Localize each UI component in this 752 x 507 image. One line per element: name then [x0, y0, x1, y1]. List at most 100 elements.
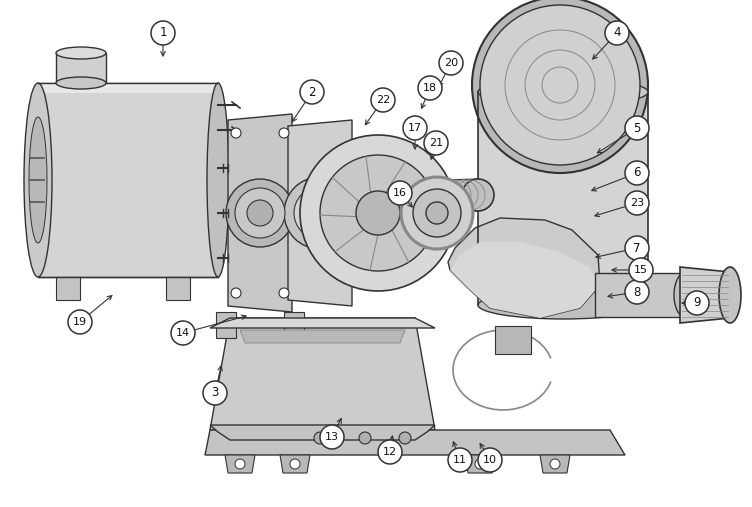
Polygon shape — [205, 430, 625, 455]
Text: 14: 14 — [176, 328, 190, 338]
Ellipse shape — [356, 191, 400, 235]
Circle shape — [418, 76, 442, 100]
Circle shape — [171, 321, 195, 345]
Polygon shape — [210, 318, 435, 430]
Circle shape — [625, 236, 649, 260]
Circle shape — [371, 88, 395, 112]
Circle shape — [279, 128, 289, 138]
Circle shape — [231, 288, 241, 298]
Text: 12: 12 — [383, 447, 397, 457]
Circle shape — [151, 21, 175, 45]
Text: 21: 21 — [429, 138, 443, 148]
Polygon shape — [225, 455, 255, 473]
Text: 20: 20 — [444, 58, 458, 68]
Text: 4: 4 — [613, 26, 620, 40]
Circle shape — [231, 128, 241, 138]
Circle shape — [399, 432, 411, 444]
Text: 16: 16 — [393, 188, 407, 198]
Ellipse shape — [413, 189, 461, 237]
Text: 13: 13 — [325, 432, 339, 442]
Text: 6: 6 — [633, 166, 641, 179]
Polygon shape — [448, 218, 600, 318]
Circle shape — [378, 440, 402, 464]
Circle shape — [629, 258, 653, 282]
Ellipse shape — [480, 5, 640, 165]
Text: 15: 15 — [634, 265, 648, 275]
Circle shape — [685, 291, 709, 315]
Ellipse shape — [284, 177, 356, 249]
Polygon shape — [38, 83, 218, 277]
Circle shape — [290, 459, 300, 469]
Circle shape — [235, 459, 245, 469]
Ellipse shape — [401, 177, 473, 249]
Ellipse shape — [56, 77, 106, 89]
Text: 5: 5 — [633, 122, 641, 134]
Polygon shape — [56, 53, 106, 83]
Polygon shape — [495, 326, 531, 354]
Polygon shape — [38, 83, 218, 93]
Polygon shape — [680, 267, 730, 323]
Text: 11: 11 — [453, 455, 467, 465]
Polygon shape — [240, 330, 405, 343]
Text: 2: 2 — [308, 86, 316, 98]
Ellipse shape — [235, 188, 285, 238]
Text: 3: 3 — [211, 386, 219, 400]
Text: 10: 10 — [483, 455, 497, 465]
Ellipse shape — [24, 83, 52, 277]
Polygon shape — [595, 273, 685, 317]
Polygon shape — [540, 455, 570, 473]
Polygon shape — [210, 425, 435, 440]
Circle shape — [605, 21, 629, 45]
Ellipse shape — [207, 83, 229, 277]
Circle shape — [388, 181, 412, 205]
Ellipse shape — [320, 155, 436, 271]
Polygon shape — [465, 455, 495, 473]
Circle shape — [625, 191, 649, 215]
Text: 22: 22 — [376, 95, 390, 105]
Text: 18: 18 — [423, 83, 437, 93]
Ellipse shape — [426, 202, 448, 224]
Ellipse shape — [247, 200, 273, 226]
Text: 1: 1 — [159, 26, 167, 40]
Circle shape — [320, 425, 344, 449]
Circle shape — [550, 459, 560, 469]
Ellipse shape — [478, 78, 648, 106]
Circle shape — [359, 432, 371, 444]
Circle shape — [300, 80, 324, 104]
Circle shape — [424, 131, 448, 155]
Ellipse shape — [472, 0, 648, 173]
Ellipse shape — [29, 117, 47, 243]
Circle shape — [475, 459, 485, 469]
Polygon shape — [288, 120, 352, 306]
Ellipse shape — [226, 179, 294, 247]
Ellipse shape — [300, 135, 456, 291]
Polygon shape — [56, 277, 80, 300]
Circle shape — [625, 280, 649, 304]
Text: 9: 9 — [693, 297, 701, 309]
Circle shape — [625, 161, 649, 185]
Text: 23: 23 — [630, 198, 644, 208]
Ellipse shape — [462, 179, 494, 211]
Polygon shape — [228, 114, 292, 312]
Ellipse shape — [294, 187, 346, 239]
Ellipse shape — [719, 267, 741, 323]
Polygon shape — [210, 318, 435, 328]
Circle shape — [448, 448, 472, 472]
Ellipse shape — [674, 273, 696, 317]
Text: 8: 8 — [633, 285, 641, 299]
Text: 19: 19 — [73, 317, 87, 327]
Polygon shape — [216, 312, 236, 338]
Circle shape — [478, 448, 502, 472]
Ellipse shape — [478, 291, 648, 319]
Circle shape — [203, 381, 227, 405]
Text: 17: 17 — [408, 123, 422, 133]
Circle shape — [279, 288, 289, 298]
Polygon shape — [478, 92, 648, 305]
Circle shape — [625, 116, 649, 140]
Polygon shape — [438, 179, 478, 211]
Circle shape — [314, 432, 326, 444]
Polygon shape — [450, 242, 600, 318]
Circle shape — [68, 310, 92, 334]
Ellipse shape — [56, 47, 106, 59]
Circle shape — [403, 116, 427, 140]
